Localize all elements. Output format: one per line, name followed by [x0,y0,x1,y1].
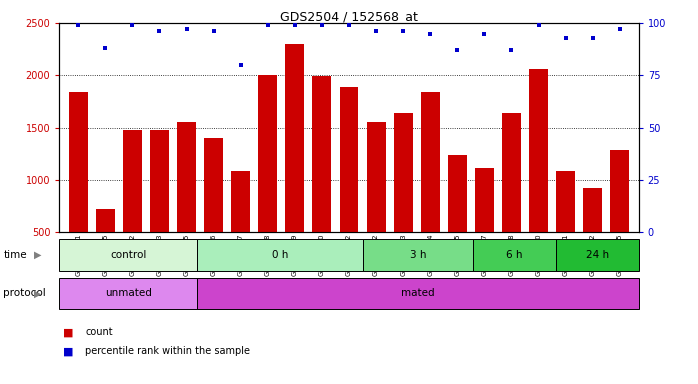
Text: 6 h: 6 h [506,250,523,260]
Text: ▶: ▶ [34,250,41,260]
Point [560,35,571,41]
Bar [473,239,556,271]
Text: 0 h: 0 h [272,250,288,260]
Point [235,62,246,68]
Bar [59,239,198,271]
Bar [198,278,639,309]
Point [506,47,517,53]
Point [73,22,84,28]
Bar [258,75,277,285]
Text: percentile rank within the sample: percentile rank within the sample [85,346,250,356]
Point [316,22,327,28]
Text: 24 h: 24 h [586,250,609,260]
Bar [339,87,359,285]
Text: ▶: ▶ [34,288,41,298]
Point [479,30,490,36]
Point [127,22,138,28]
Bar [366,122,385,285]
Point [587,35,598,41]
Point [533,22,544,28]
Bar [610,150,629,285]
Point [371,28,382,35]
Text: count: count [85,327,113,337]
Point [100,45,111,51]
Point [208,28,219,35]
Point [154,28,165,35]
Text: protocol: protocol [3,288,46,298]
Point [343,22,355,28]
Text: control: control [110,250,147,260]
Point [452,47,463,53]
Text: 3 h: 3 h [410,250,426,260]
Point [614,26,625,32]
Bar [96,209,115,285]
Bar [529,69,548,285]
Bar [583,189,602,285]
Bar [556,239,639,271]
Point [289,22,300,28]
Bar [198,239,363,271]
Bar [475,169,494,285]
Point [398,28,409,35]
Bar [394,113,413,285]
Text: time: time [3,250,27,260]
Point [424,30,436,36]
Bar [502,113,521,285]
Bar [69,92,88,285]
Bar [421,92,440,285]
Bar [448,155,467,285]
Bar [231,170,250,285]
Point [181,26,192,32]
Bar [123,130,142,285]
Bar [177,122,196,285]
Point [262,22,274,28]
Bar [313,76,332,285]
Bar [556,170,575,285]
Text: ■: ■ [63,327,73,337]
Text: unmated: unmated [105,288,151,298]
Bar [285,44,304,285]
Bar [205,138,223,285]
Text: ■: ■ [63,346,73,356]
Text: mated: mated [401,288,435,298]
Bar [363,239,473,271]
Bar [150,130,169,285]
Text: GDS2504 / 152568_at: GDS2504 / 152568_at [280,10,418,23]
Bar [59,278,198,309]
